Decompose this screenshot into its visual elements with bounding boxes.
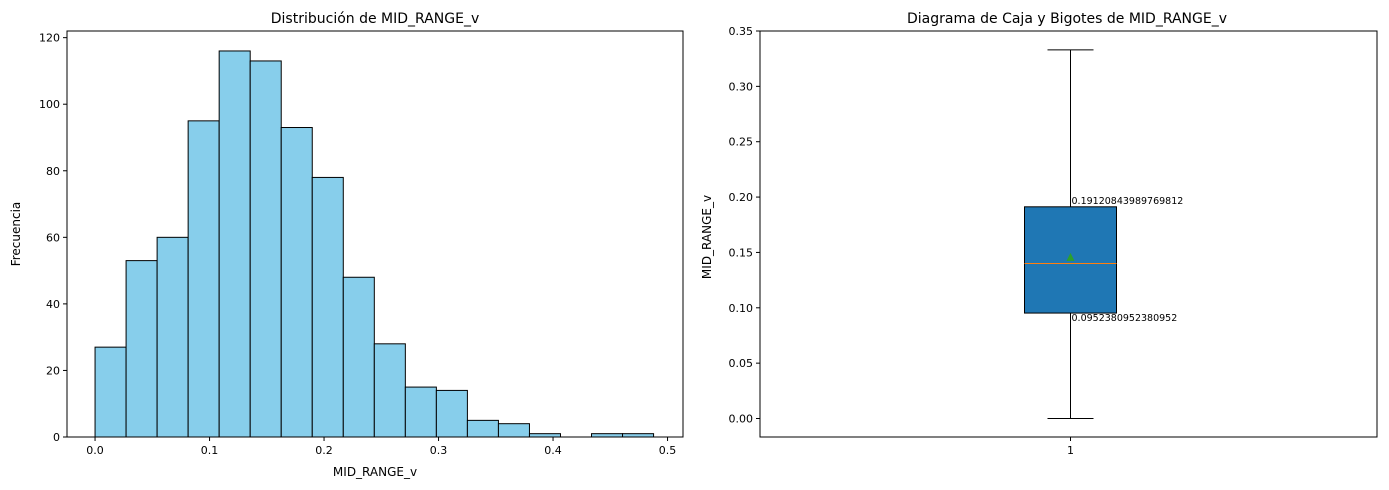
y-tick-label: 0 — [53, 431, 60, 444]
y-tick-label: 0.35 — [729, 25, 754, 38]
boxplot-marks: 0.19120843989769812 0.0952380952380952 — [1024, 49, 1184, 420]
y-tick-label: 0.20 — [729, 191, 754, 204]
y-tick-label: 80 — [46, 165, 60, 178]
histogram-title: Distribución de MID_RANGE_v — [271, 11, 479, 27]
histogram-bar — [435, 389, 468, 438]
histogram-x-label: MID_RANGE_v — [333, 465, 417, 479]
y-tick-label: 120 — [39, 32, 60, 45]
x-tick-label: 0.0 — [86, 444, 104, 457]
histogram-y-ticks: 0 20 40 60 80 100 120 — [39, 32, 67, 444]
histogram-chart: Distribución de MID_RANGE_v 0.0 0.1 0.2 0.3… — [9, 11, 684, 479]
histogram-bar — [497, 423, 530, 438]
histogram-bar — [404, 386, 437, 438]
histogram-bar — [125, 260, 158, 438]
boxplot-axes-frame — [759, 30, 1378, 438]
y-tick-label: 20 — [46, 364, 60, 377]
q1-annotation: 0.0952380952380952 — [1072, 313, 1178, 324]
y-tick-label: 0.05 — [729, 357, 754, 370]
y-tick-label: 40 — [46, 298, 60, 311]
x-tick-label: 0.2 — [315, 444, 333, 457]
x-tick-label: 1 — [1067, 444, 1074, 457]
histogram-bar — [373, 343, 406, 438]
boxplot-x-ticks: 1 — [1067, 437, 1074, 457]
histogram-bar — [156, 236, 189, 438]
y-tick-label: 0.30 — [729, 80, 754, 93]
histogram-x-ticks: 0.0 0.1 0.2 0.3 0.4 0.5 — [86, 437, 676, 457]
histogram-bars — [94, 50, 655, 438]
boxplot-chart: Diagrama de Caja y Bigotes de MID_RANGE_… — [700, 11, 1378, 457]
histogram-bar — [249, 60, 282, 438]
y-tick-label: 100 — [39, 98, 60, 111]
x-tick-label: 0.4 — [544, 444, 562, 457]
histogram-bar — [280, 127, 313, 438]
q3-annotation: 0.19120843989769812 — [1072, 196, 1184, 207]
boxplot-y-ticks: 0.00 0.05 0.10 0.15 0.20 0.25 0.30 0.35 — [729, 25, 760, 426]
y-tick-label: 0.00 — [729, 413, 754, 426]
histogram-bar — [311, 176, 344, 438]
histogram-bar — [94, 346, 127, 438]
histogram-y-label: Frecuencia — [9, 202, 23, 267]
y-tick-label: 60 — [46, 231, 60, 244]
histogram-bar — [466, 419, 499, 438]
y-tick-label: 0.10 — [729, 302, 754, 315]
histogram-axes-frame — [66, 30, 684, 438]
y-tick-label: 0.15 — [729, 246, 754, 259]
x-tick-label: 0.3 — [430, 444, 448, 457]
histogram-bar — [218, 50, 251, 438]
x-tick-label: 0.5 — [659, 444, 677, 457]
boxplot-y-label: MID_RANGE_v — [700, 195, 714, 279]
histogram-bar — [187, 120, 220, 438]
mean-marker — [1066, 252, 1075, 261]
y-tick-label: 0.25 — [729, 136, 754, 149]
x-tick-label: 0.1 — [201, 444, 219, 457]
boxplot-title: Diagrama de Caja y Bigotes de MID_RANGE_… — [907, 11, 1227, 27]
histogram-bar — [342, 276, 375, 438]
